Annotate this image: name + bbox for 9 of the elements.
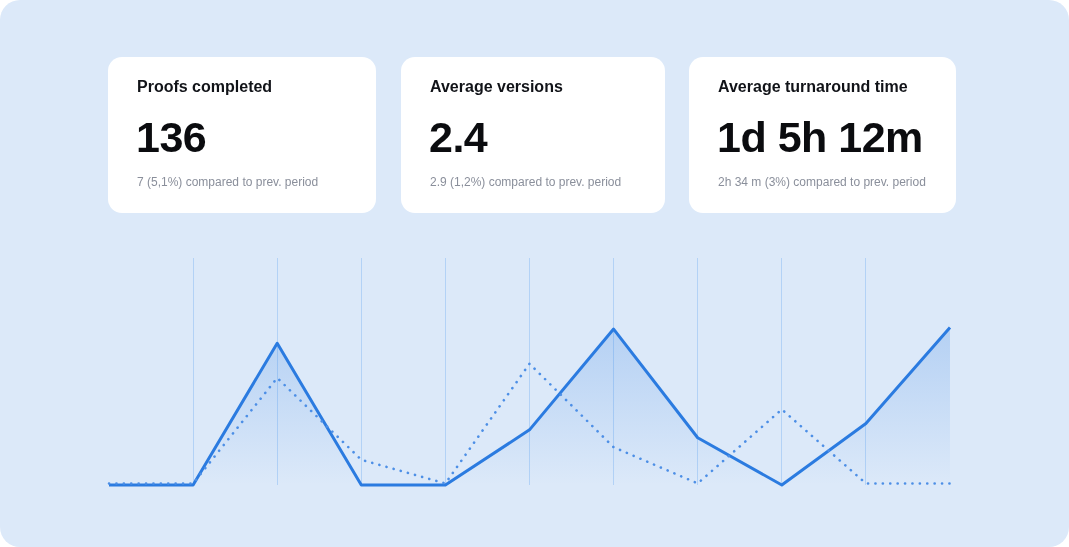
text: 7 (5,1%) compared to prev. period <box>137 175 319 189</box>
text: 136 <box>136 113 207 161</box>
text: 1d 5h 12m <box>717 113 923 161</box>
text: Average turnaround time <box>718 78 908 95</box>
text: Proofs completed <box>137 78 273 95</box>
text: 2.9 (1,2%) compared to prev. period <box>430 175 622 189</box>
text: 2.4 <box>429 113 488 161</box>
text: 2h 34 m (3%) compared to prev. period <box>718 175 926 189</box>
text: Average versions <box>430 78 563 95</box>
